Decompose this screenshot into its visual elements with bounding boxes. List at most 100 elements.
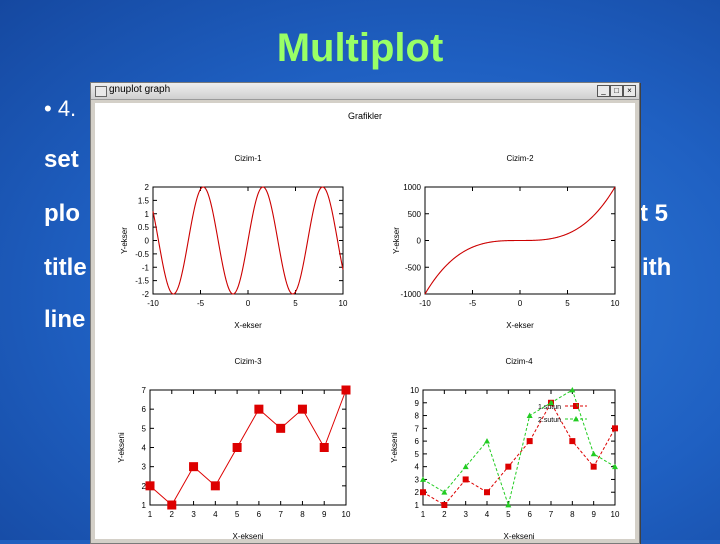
y-tick-label: 6	[415, 437, 420, 446]
x-tick-label: 5	[506, 510, 511, 519]
y-tick-label: 2	[145, 183, 150, 192]
plot-canvas: Grafikler Cizim-1 -10 -5 0 5 10 2 1.5 1 0.5 0 -0.5-…	[95, 103, 635, 541]
plot-frame	[422, 389, 616, 506]
y-tick-label: -1	[142, 263, 150, 272]
data-point	[505, 463, 512, 470]
x-tick-label: 10	[611, 510, 620, 519]
y-tick-label: 0	[417, 237, 422, 246]
series-line	[422, 401, 616, 506]
y-tick-label: 0	[145, 237, 150, 246]
data-point	[145, 481, 155, 491]
y-tick-label: -2	[142, 290, 150, 299]
maximize-button[interactable]: □	[610, 85, 623, 97]
data-point	[441, 502, 448, 508]
data-point	[590, 450, 597, 457]
multiplot-svg: Grafikler Cizim-1-10 -5 0 5 1021.510.50-0.5-…	[117, 111, 620, 541]
close-button[interactable]: ×	[623, 85, 636, 97]
x-tick-label: -10	[419, 299, 431, 308]
y-tick-label: -1.5	[135, 277, 149, 286]
y-tick-label: 1.5	[138, 196, 150, 205]
x-tick-label: 5	[235, 510, 240, 519]
y-tick-label: 1000	[403, 183, 421, 192]
x-tick-label: 10	[342, 510, 351, 519]
data-point	[569, 438, 576, 445]
y-tick-label: 0.5	[138, 223, 150, 232]
x-tick-label: 0	[246, 299, 251, 308]
y-tick-label: 2	[415, 488, 420, 497]
y-tick-label: 6	[142, 405, 147, 414]
y-tick-label: 5	[415, 450, 420, 459]
y-tick-label: 4	[142, 444, 147, 453]
x-tick-label: 8	[570, 510, 575, 519]
y-tick-label: 3	[142, 463, 147, 472]
x-tick-label: 9	[591, 510, 596, 519]
y-tick-label: 10	[410, 386, 419, 395]
y-axis-label: Y-ekseni	[390, 432, 399, 463]
y-axis-label: Y-ekseni	[117, 432, 126, 463]
x-tick-label: 4	[213, 510, 218, 519]
data-point	[276, 423, 286, 433]
window-title: gnuplot graph	[109, 84, 171, 95]
data-point	[210, 481, 220, 491]
slide-text-fragment: set	[44, 146, 79, 173]
subplot-title: Cizim-1	[234, 154, 262, 163]
y-axis-label: Y-ekser	[120, 227, 129, 254]
minimize-button[interactable]: _	[597, 85, 610, 97]
window-titlebar[interactable]: gnuplot graph _ □ ×	[91, 83, 639, 100]
data-point	[420, 476, 426, 482]
data-point	[420, 489, 426, 496]
x-tick-label: 6	[257, 510, 262, 519]
data-point	[341, 385, 351, 395]
x-tick-label: -5	[469, 299, 477, 308]
x-tick-label: -10	[147, 299, 159, 308]
y-tick-label: 1	[142, 501, 147, 510]
x-tick-label: 2	[442, 510, 447, 519]
subplot-title: Cizim-2	[506, 154, 534, 163]
x-tick-label: 5	[565, 299, 570, 308]
series-line	[149, 389, 347, 506]
data-point	[319, 443, 329, 452]
y-tick-label: 9	[415, 399, 420, 408]
data-point	[484, 438, 490, 444]
data-point	[612, 463, 618, 470]
figure-title: Grafikler	[348, 111, 382, 121]
legend-marker	[573, 403, 579, 409]
x-tick-label: 7	[549, 510, 554, 519]
function-curve	[152, 186, 344, 295]
data-point	[505, 502, 512, 508]
data-point	[590, 463, 597, 470]
x-axis-label: X-ekser	[506, 321, 534, 330]
x-tick-label: 2	[170, 510, 175, 519]
x-tick-label: 5	[293, 299, 298, 308]
x-axis-label: X-ekseni	[503, 532, 534, 539]
data-point	[441, 489, 448, 495]
y-tick-label: 5	[142, 424, 147, 433]
y-tick-label: 2	[142, 482, 147, 491]
x-tick-label: 3	[191, 510, 196, 519]
x-tick-label: 10	[611, 299, 620, 308]
y-tick-label: 4	[415, 463, 420, 472]
function-curve	[424, 186, 616, 295]
y-tick-label: 8	[415, 412, 420, 421]
data-point	[548, 399, 554, 406]
slide-text-fragment: line	[44, 306, 86, 333]
x-tick-label: 9	[322, 510, 327, 519]
bullet-point: • 4.	[44, 96, 77, 121]
data-point	[167, 500, 177, 510]
y-tick-label: 1	[145, 210, 150, 219]
slide-text-fragment: title	[44, 254, 87, 281]
x-axis-label: X-ekseni	[232, 532, 263, 539]
subplot-title: Cizim-4	[505, 357, 533, 366]
gnuplot-window[interactable]: gnuplot graph _ □ × Grafikler Cizim-1 -10…	[90, 82, 640, 544]
x-tick-label: 10	[339, 299, 348, 308]
app-icon	[95, 86, 107, 97]
series-line	[422, 389, 616, 507]
y-axis-label: Y-ekser	[392, 227, 401, 254]
data-point	[189, 462, 199, 472]
slide-text-fragment: t 5	[640, 200, 669, 227]
legend-label: 1.sutun	[538, 404, 561, 411]
y-tick-label: 3	[415, 475, 420, 484]
x-tick-label: 3	[463, 510, 468, 519]
y-tick-label: 500	[408, 210, 422, 219]
y-tick-label: 7	[415, 424, 420, 433]
